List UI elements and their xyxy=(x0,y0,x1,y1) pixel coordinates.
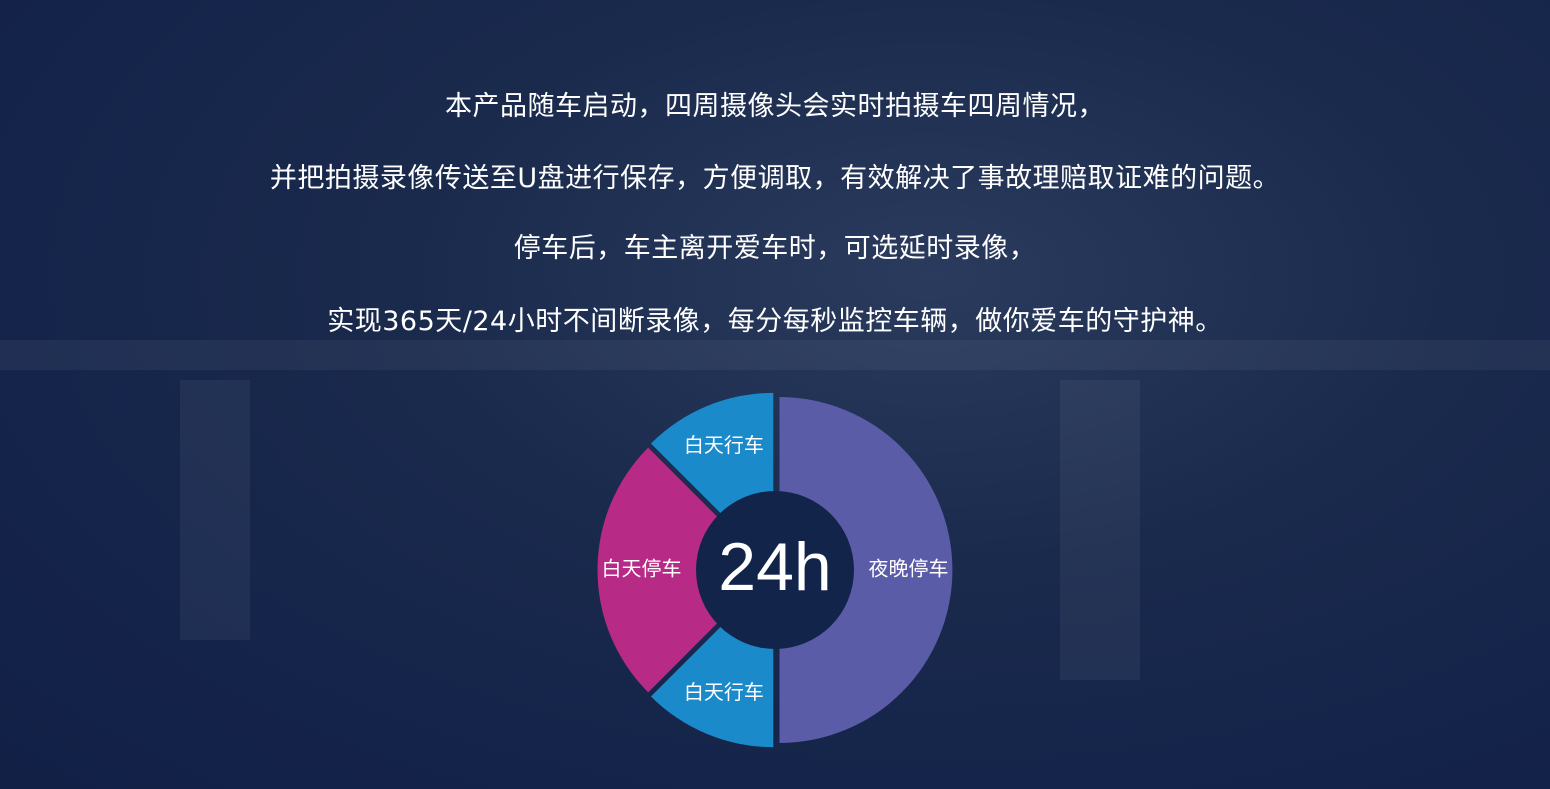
segment-label: 白天停车 xyxy=(602,557,682,581)
description-line-4: 实现365天/24小时不间断录像，每分每秒监控车辆，做你爱车的守护神。 xyxy=(327,306,1223,337)
background-pillar xyxy=(180,380,250,640)
background-pillar xyxy=(1060,380,1140,680)
donut-segment xyxy=(597,447,729,693)
donut-segment xyxy=(650,392,774,524)
segment-label: 白天行车 xyxy=(684,433,764,457)
segment-label: 夜晚停车 xyxy=(869,557,949,581)
background-ceiling xyxy=(0,340,1550,370)
donut-hole xyxy=(696,491,854,649)
center-label: 24h xyxy=(718,529,831,605)
description-line-3: 停车后，车主离开爱车时，可选延时录像， xyxy=(513,233,1037,264)
segment-label: 白天行车 xyxy=(684,680,764,704)
description-line-1: 本产品随车启动，四周摄像头会实时拍摄车四周情况， xyxy=(445,91,1105,122)
donut-segment xyxy=(779,397,953,743)
description-line-2: 并把拍摄录像传送至U盘进行保存，方便调取，有效解决了事故理赔取证难的问题。 xyxy=(269,163,1281,194)
donut-segment xyxy=(650,616,774,748)
